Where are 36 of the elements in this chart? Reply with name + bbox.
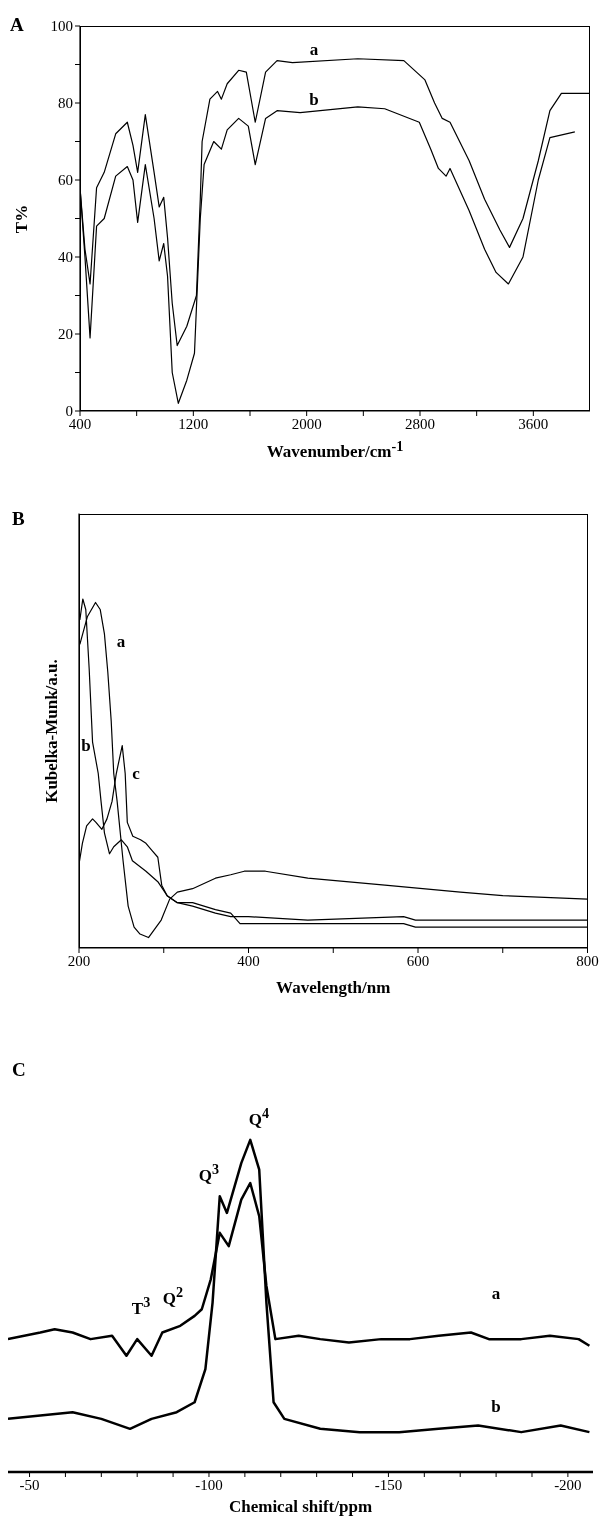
y-tick-label: 100 [50,18,73,35]
chart-title: A [10,14,24,36]
x-tick-label: 2000 [291,415,322,432]
x-tick-label: 1200 [178,415,209,432]
x-tick-label: 400 [237,952,260,969]
y-axis-title: T% [12,204,32,233]
series-label: c [132,763,140,783]
x-axis-title: Chemical shift/ppm [228,1497,373,1517]
y-tick-label: 40 [58,249,73,266]
y-axis-title: Kubelka-Munk/a.u. [42,658,62,803]
series-label: b [309,89,319,109]
series-label: b [491,1396,501,1416]
chart-title: C [12,1059,26,1081]
annotation: T$^{3}$ [131,1294,151,1318]
series-label: a [116,631,126,651]
series-label: b [81,735,91,755]
x-tick-label: 600 [406,952,430,969]
text: Q$^{4}$ [248,1105,270,1129]
text: a [491,1283,501,1303]
x-tick-label: -200 [554,1476,582,1493]
x-tick-label: 2800 [405,415,435,432]
y-tick-label: 80 [58,95,73,112]
x-axis-title: Wavelength/nm [276,978,391,998]
x-tick-label: -100 [195,1476,223,1493]
annotation: Q$^{3}$ [198,1161,220,1185]
annotation: Q$^{2}$ [162,1284,184,1308]
x-tick-label: -150 [374,1476,403,1493]
x-tick-label: 3600 [518,415,549,432]
x-tick-label: 200 [67,952,91,969]
chart-title: B [12,508,25,530]
y-tick-label: 60 [58,172,73,189]
x-tick-label: -50 [19,1476,40,1493]
series-label: a [309,39,319,59]
x-axis-title: Wavenumber/cm$^{-1}$ [266,437,404,463]
x-tick-label: 800 [576,952,599,969]
y-tick-label: 20 [58,326,73,343]
